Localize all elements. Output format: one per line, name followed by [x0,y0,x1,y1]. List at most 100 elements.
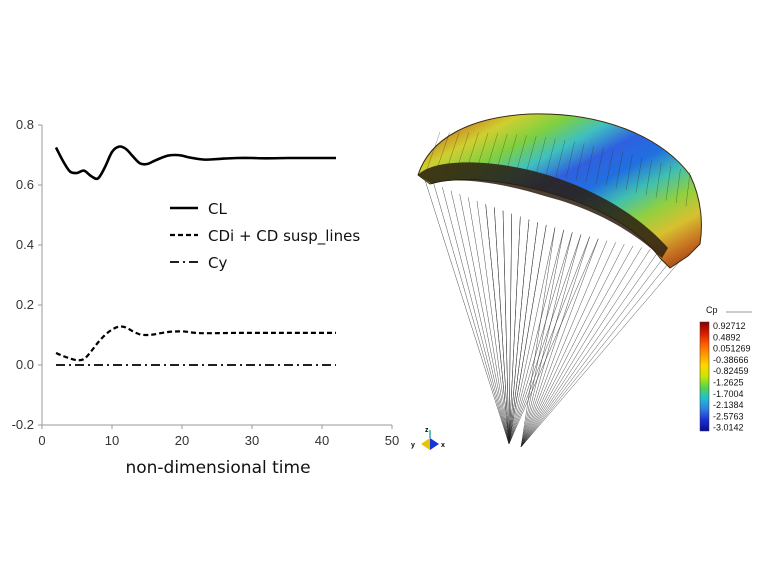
colorbar-label: -3.0142 [713,423,744,433]
series-lines [54,145,336,366]
y-tick-label: 0.4 [16,237,34,252]
canopy-cell-rib [645,160,652,196]
canopy-cell-rib [525,136,537,174]
canopy-cell-rib [455,132,470,172]
colorbar-label: 0.92712 [713,321,746,331]
legend-label-3: Cy [208,254,227,272]
canopy-cell-rib [465,132,479,172]
suspension-line [424,179,510,445]
colorbar-scale [699,321,710,432]
legend: CL CDi + CD susp_lines Cy [170,200,360,272]
x-tick-labels: 0 10 20 30 40 50 [38,425,399,448]
canopy-cell-rib [475,132,489,172]
suspension-line [520,227,556,448]
legend-label-1: CL [208,200,227,218]
canopy-cell-rib [445,132,460,172]
suspension-line [442,187,510,445]
suspension-line [520,253,677,448]
suspension-line [508,236,590,445]
canopy-cell-rib [425,131,441,173]
y-tick-label: 0.6 [16,177,34,192]
x-tick-label: 50 [385,433,399,448]
canopy-cell-rib [565,141,575,179]
suspension-line [508,213,512,445]
canopy-cell-rib [485,133,498,172]
x-tick-label: 30 [245,433,259,448]
suspension-line [468,197,510,445]
canopy-cell-rib [495,133,508,173]
suspension-line [494,207,510,445]
colorbar-label: -2.5763 [713,411,744,421]
suspension-line [520,254,686,448]
colorbar-label: 0.4892 [713,332,741,342]
x-axis-label: non-dimensional time [125,458,310,478]
canopy-cell-rib [655,163,662,198]
triad-label-y: y [411,442,415,449]
triad-x-arrow [430,438,439,450]
canopy-cell-rib [685,171,691,207]
canopy-cell-rib [605,149,614,186]
suspension-line [520,232,573,448]
canopy-cell-rib [665,166,672,201]
canopy-cell-rib [595,147,604,184]
legend-label-2: CDi + CD susp_lines [208,227,360,246]
canopy-cell-rib [635,157,643,193]
series-line-1 [54,145,336,181]
suspension-line [520,245,634,448]
suspension-line [520,248,651,448]
canopy-cell-rib [615,152,623,188]
y-tick-label: 0.0 [16,357,34,372]
canopy-underside [418,162,668,258]
x-tick-label: 0 [38,433,45,448]
y-tick-label: 0.8 [16,117,34,132]
suspension-line [508,229,564,445]
y-tick-label: 0.2 [16,297,34,312]
colorbar-label: -1.7004 [713,389,744,399]
suspension-lines [424,179,686,448]
canopy-cell-rib [515,135,527,174]
x-tick-label: 20 [175,433,189,448]
triad-label-x: x [441,442,445,449]
suspension-line [520,238,599,448]
colorbar-label: -2.1384 [713,400,744,410]
paraglider-render [417,113,702,448]
x-tick-label: 40 [315,433,329,448]
canopy-cell-rib [585,145,595,182]
suspension-line [433,183,510,445]
line-chart: -0.2 0.0 0.2 0.4 0.6 0.8 0 10 20 30 40 50 non-dime… [12,117,400,478]
suspension-line [508,234,582,445]
canopy-cell-rib [555,139,566,178]
suspension-line [508,216,521,445]
suspension-line [508,224,547,445]
colorbar-label: -0.38666 [713,355,749,365]
y-tick-label: -0.2 [12,417,34,432]
suspension-line [520,234,582,448]
colorbar-label: -0.82459 [713,366,749,376]
colorbar-label: -1.2625 [713,378,744,388]
axes-triad: y z x [411,427,445,450]
canopy-cell-rib [545,138,556,176]
suspension-line [508,227,556,445]
canopy-cell-rib [535,137,547,175]
suspension-line [508,219,530,445]
suspension-line [459,194,510,445]
suspension-line [508,238,599,445]
series-line-2 [55,325,336,362]
suspension-line [520,240,608,448]
canopy-cells [425,131,691,207]
suspension-line [520,251,668,448]
suspension-line [450,190,510,445]
suspension-line [520,236,590,448]
suspension-line [520,247,642,448]
triad-y-arrow [421,438,430,450]
colorbar-title: Cp [706,305,718,315]
canopy-cell-rib [435,132,450,172]
triad-label-z: z [425,427,429,434]
suspension-line [520,244,625,448]
colorbar-label: 0.051269 [713,344,751,354]
suspension-line [520,242,616,448]
suspension-line [520,250,660,448]
